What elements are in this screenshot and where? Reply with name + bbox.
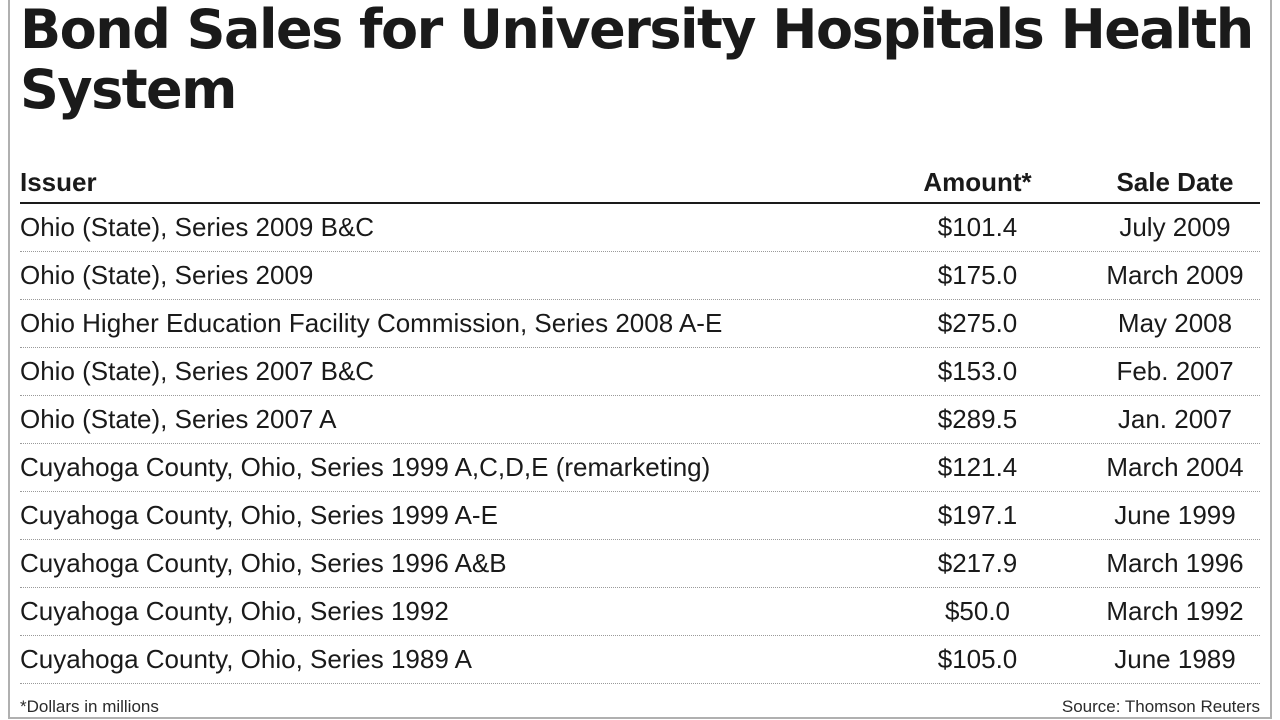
cell-issuer: Ohio (State), Series 2007 A xyxy=(20,404,337,434)
cell-amount: $217.9 xyxy=(937,548,1018,578)
table-row: Cuyahoga County, Ohio, Series 1999 A-E $1… xyxy=(20,492,1260,540)
chart-title: Bond Sales for University Hospitals Heal… xyxy=(20,0,1254,121)
header-issuer: Issuer xyxy=(20,167,97,197)
table-row: Ohio (State), Series 2007 B&C $153.0 Feb. … xyxy=(20,348,1260,396)
cell-issuer: Cuyahoga County, Ohio, Series 1996 A&B xyxy=(20,548,507,578)
cell-sale-date: July 2009 xyxy=(1119,212,1231,242)
footnote: *Dollars in millions xyxy=(20,697,159,716)
cell-sale-date: March 2004 xyxy=(1106,452,1244,482)
cell-sale-date: June 1989 xyxy=(1114,644,1236,674)
cell-sale-date: Jan. 2007 xyxy=(1117,404,1233,434)
cell-sale-date: June 1999 xyxy=(1114,500,1236,530)
cell-issuer: Cuyahoga County, Ohio, Series 1992 xyxy=(20,596,449,626)
header-amount: Amount* xyxy=(923,167,1032,197)
cell-issuer: Ohio (State), Series 2009 xyxy=(20,260,314,290)
table-row: Cuyahoga County, Ohio, Series 1992 $50.0 M… xyxy=(20,588,1260,636)
cell-amount: $121.4 xyxy=(937,452,1018,482)
table-row: Cuyahoga County, Ohio, Series 1999 A,C,D… xyxy=(20,444,1260,492)
table-header: Issuer Amount* Sale Date xyxy=(20,160,1260,204)
table-row: Ohio (State), Series 2007 A $289.5 Jan. 20… xyxy=(20,396,1260,444)
bond-sales-table: Issuer Amount* Sale Date Ohio (State), S… xyxy=(20,160,1260,684)
cell-issuer: Ohio (State), Series 2009 B&C xyxy=(20,212,375,242)
cell-amount: $175.0 xyxy=(937,260,1018,290)
cell-sale-date: March 1996 xyxy=(1106,548,1244,578)
table-frame xyxy=(8,0,1272,719)
source-credit: Source: Thomson Reuters xyxy=(1061,697,1260,716)
cell-issuer: Cuyahoga County, Ohio, Series 1989 A xyxy=(20,644,472,674)
cell-amount: $101.4 xyxy=(937,212,1018,242)
cell-amount: $289.5 xyxy=(937,404,1018,434)
table-row: Ohio (State), Series 2009 $175.0 March 200… xyxy=(20,252,1260,300)
table-row: Cuyahoga County, Ohio, Series 1989 A $105… xyxy=(20,636,1260,684)
table-row: Cuyahoga County, Ohio, Series 1996 A&B $2… xyxy=(20,540,1260,588)
cell-amount: $153.0 xyxy=(937,356,1018,386)
cell-sale-date: March 1992 xyxy=(1106,596,1244,626)
cell-sale-date: May 2008 xyxy=(1117,308,1233,338)
cell-amount: $105.0 xyxy=(937,644,1018,674)
table-row: Ohio (State), Series 2009 B&C $101.4 July … xyxy=(20,204,1260,252)
cell-amount: $50.0 xyxy=(944,596,1011,626)
cell-issuer: Cuyahoga County, Ohio, Series 1999 A,C,D… xyxy=(20,452,711,482)
table-body: Ohio (State), Series 2009 B&C $101.4 July … xyxy=(20,204,1260,684)
cell-amount: $197.1 xyxy=(937,500,1018,530)
header-sale-date: Sale Date xyxy=(1116,167,1234,197)
table-row: Ohio Higher Education Facility Commissio… xyxy=(20,300,1260,348)
cell-issuer: Ohio (State), Series 2007 B&C xyxy=(20,356,375,386)
cell-amount: $275.0 xyxy=(937,308,1018,338)
cell-sale-date: March 2009 xyxy=(1106,260,1244,290)
cell-issuer: Cuyahoga County, Ohio, Series 1999 A-E xyxy=(20,500,498,530)
cell-sale-date: Feb. 2007 xyxy=(1116,356,1234,386)
cell-issuer: Ohio Higher Education Facility Commissio… xyxy=(20,308,723,338)
